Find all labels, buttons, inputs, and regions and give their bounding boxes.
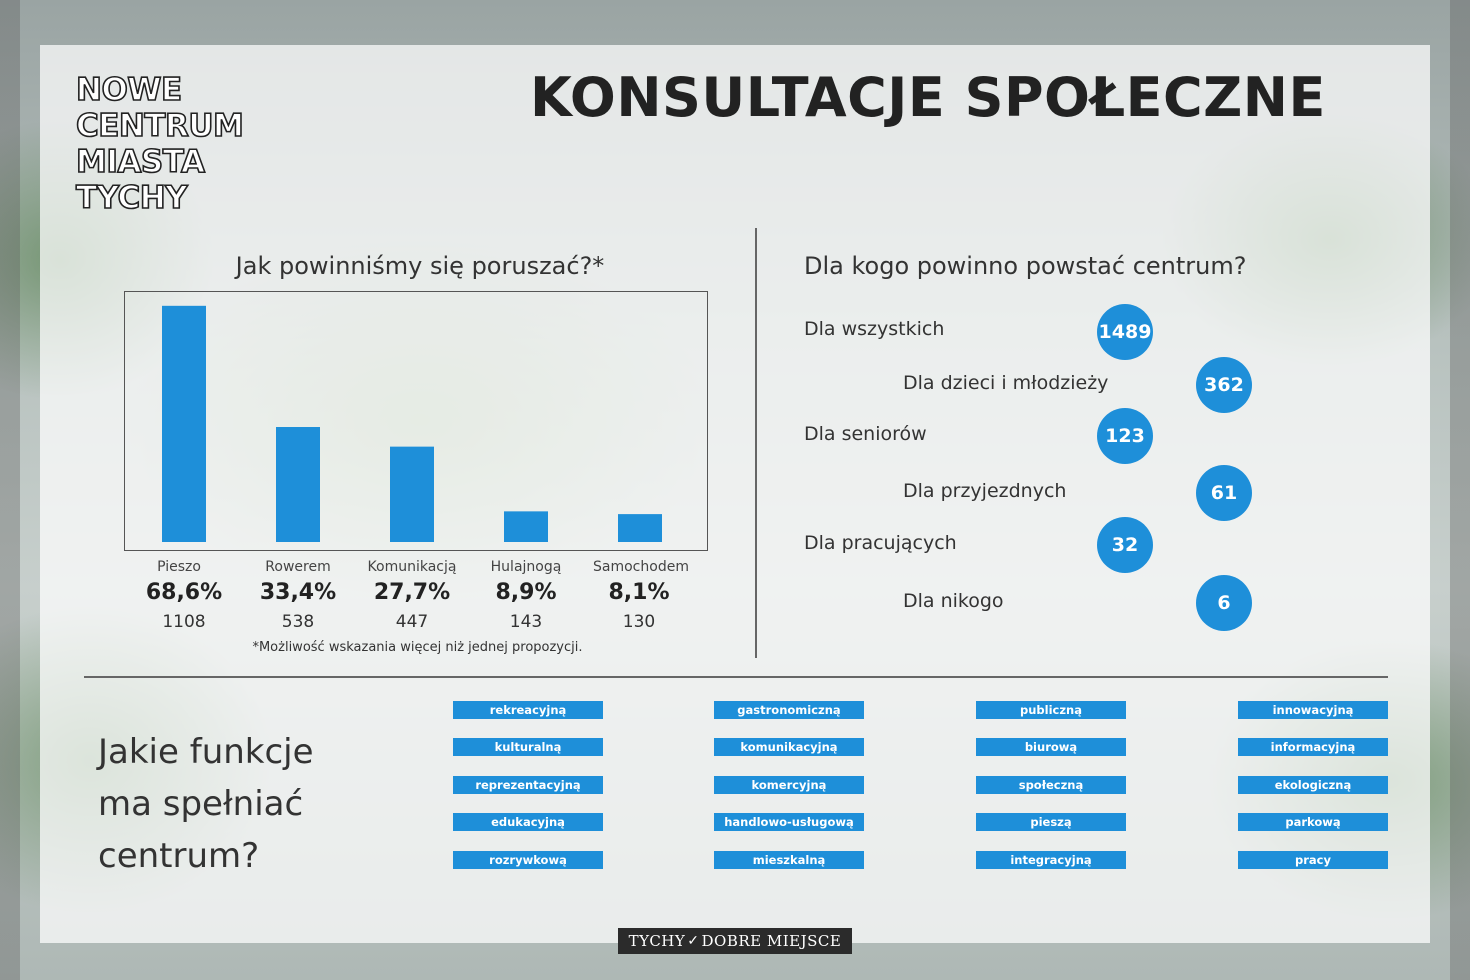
group-count-bubble: 6 xyxy=(1196,575,1252,631)
bar-komunikacją xyxy=(390,446,434,542)
function-tag: rozrywkową xyxy=(453,851,603,869)
logo-line: NOWE xyxy=(75,71,183,109)
count-label: 1108 xyxy=(162,612,206,632)
vertical-divider xyxy=(755,228,757,658)
group-label: Dla wszystkich xyxy=(804,318,945,340)
group-label: Dla przyjezdnych xyxy=(903,480,1067,502)
category-label: Pieszo xyxy=(157,559,201,575)
category-label: Rowerem xyxy=(265,559,331,575)
logo-line: MIASTA xyxy=(75,143,206,181)
count-label: 130 xyxy=(622,612,656,632)
count-label: 538 xyxy=(281,612,315,632)
function-tag: biurową xyxy=(976,738,1126,756)
group-label: Dla pracujących xyxy=(804,532,957,554)
checkmark-icon: ✓ xyxy=(687,933,700,949)
group-count-bubble: 123 xyxy=(1097,408,1153,464)
group-count-bubble: 362 xyxy=(1196,357,1252,413)
bar-samochodem xyxy=(618,514,662,542)
bar-pieszo xyxy=(162,305,206,542)
category-label: Samochodem xyxy=(593,559,689,575)
chart-title: Jak powinniśmy się poruszać?* xyxy=(235,252,605,280)
chart-frame xyxy=(124,291,708,551)
function-tag: integracyjną xyxy=(976,851,1126,869)
count-label: 447 xyxy=(395,612,429,632)
function-tag: pracy xyxy=(1238,851,1388,869)
horizontal-divider xyxy=(84,676,1388,678)
functions-title-line: centrum? xyxy=(98,836,260,876)
percent-label: 68,6% xyxy=(145,580,223,605)
function-tag: reprezentacyjną xyxy=(453,776,603,794)
footer-logo: TYCHY ✓ DOBRE MIEJSCE xyxy=(618,928,852,954)
group-label: Dla seniorów xyxy=(804,423,927,445)
logo-line: TYCHY xyxy=(75,179,188,217)
bar-rowerem xyxy=(276,427,320,542)
percent-label: 8,9% xyxy=(495,580,557,605)
bar-chart xyxy=(162,305,662,542)
city-logo: NOWE CENTRUM MIASTA TYCHY xyxy=(75,71,245,217)
function-tag: pieszą xyxy=(976,813,1126,831)
footer-logo-right: DOBRE MIEJSCE xyxy=(701,932,842,950)
percent-label: 27,7% xyxy=(373,580,451,605)
count-label: 143 xyxy=(509,612,543,632)
functions-title-line: ma spełniać xyxy=(98,784,304,824)
function-tag: rekreacyjną xyxy=(453,701,603,719)
page-title: KONSULTACJE SPOŁECZNE xyxy=(530,66,1326,129)
category-label: Hulajnogą xyxy=(490,559,562,575)
group-count-bubble: 1489 xyxy=(1097,304,1153,360)
group-label: Dla dzieci i młodzieży xyxy=(903,372,1109,394)
percent-label: 8,1% xyxy=(608,580,670,605)
function-tag: ekologiczną xyxy=(1238,776,1388,794)
function-tag: komunikacyjną xyxy=(714,738,864,756)
group-label: Dla nikogo xyxy=(903,590,1004,612)
groups-title: Dla kogo powinno powstać centrum? xyxy=(804,252,1247,280)
function-tag: gastronomiczną xyxy=(714,701,864,719)
function-tag: komercyjną xyxy=(714,776,864,794)
functions-title: Jakie funkcje ma spełniać centrum? xyxy=(98,726,314,882)
function-tag: innowacyjną xyxy=(1238,701,1388,719)
group-count-bubble: 61 xyxy=(1196,465,1252,521)
bar-hulajnogą xyxy=(504,511,548,542)
percent-label: 33,4% xyxy=(259,580,337,605)
function-tag: handlowo-usługową xyxy=(714,813,864,831)
group-count-bubble: 32 xyxy=(1097,517,1153,573)
functions-title-line: Jakie funkcje xyxy=(98,732,314,772)
function-tag: parkową xyxy=(1238,813,1388,831)
function-tag: kulturalną xyxy=(453,738,603,756)
function-tag: społeczną xyxy=(976,776,1126,794)
footnote: *Możliwość wskazania więcej niż jednej p… xyxy=(252,640,583,655)
footer-logo-left: TYCHY xyxy=(628,932,686,950)
function-tag: publiczną xyxy=(976,701,1126,719)
function-tag: edukacyjną xyxy=(453,813,603,831)
logo-line: CENTRUM xyxy=(75,107,245,145)
category-label: Komunikacją xyxy=(367,559,457,575)
function-tag: mieszkalną xyxy=(714,851,864,869)
function-tag: informacyjną xyxy=(1238,738,1388,756)
